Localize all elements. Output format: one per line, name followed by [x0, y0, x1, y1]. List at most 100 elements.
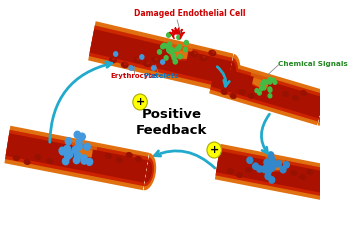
Polygon shape	[88, 21, 240, 93]
Ellipse shape	[202, 55, 206, 59]
Circle shape	[168, 42, 172, 46]
Circle shape	[247, 157, 253, 163]
Text: Platelets: Platelets	[143, 73, 179, 79]
Circle shape	[73, 157, 80, 164]
Circle shape	[81, 157, 87, 164]
Polygon shape	[90, 29, 236, 85]
Ellipse shape	[300, 90, 307, 96]
Circle shape	[268, 152, 274, 158]
Ellipse shape	[221, 89, 228, 95]
Circle shape	[268, 80, 272, 84]
Circle shape	[65, 138, 72, 145]
Circle shape	[79, 133, 85, 140]
Circle shape	[59, 147, 65, 154]
Polygon shape	[210, 62, 328, 122]
Circle shape	[262, 86, 266, 90]
Ellipse shape	[239, 89, 246, 95]
Circle shape	[170, 48, 173, 52]
Polygon shape	[4, 126, 156, 190]
Circle shape	[261, 82, 264, 86]
Circle shape	[269, 177, 275, 183]
Circle shape	[74, 131, 80, 138]
Ellipse shape	[109, 57, 117, 63]
Ellipse shape	[105, 153, 112, 159]
Text: Damaged Endothelial Cell: Damaged Endothelial Cell	[134, 10, 246, 18]
Text: +: +	[136, 97, 145, 107]
Circle shape	[262, 80, 266, 84]
Ellipse shape	[227, 168, 234, 174]
Circle shape	[269, 165, 275, 171]
Polygon shape	[216, 148, 332, 196]
Ellipse shape	[282, 91, 289, 97]
Ellipse shape	[230, 93, 237, 99]
Ellipse shape	[126, 152, 133, 158]
Text: Positive
Feedback: Positive Feedback	[136, 108, 207, 137]
Circle shape	[114, 52, 118, 56]
Polygon shape	[5, 130, 153, 186]
Circle shape	[184, 40, 188, 45]
Circle shape	[167, 48, 171, 52]
Circle shape	[158, 50, 161, 54]
Circle shape	[255, 89, 259, 93]
Text: +: +	[210, 145, 219, 155]
Circle shape	[257, 166, 262, 172]
Circle shape	[171, 48, 175, 52]
Polygon shape	[216, 151, 330, 193]
Ellipse shape	[135, 156, 142, 162]
Circle shape	[267, 160, 273, 166]
Circle shape	[268, 77, 272, 81]
Circle shape	[76, 139, 82, 146]
Circle shape	[65, 152, 71, 159]
Circle shape	[263, 165, 268, 172]
Polygon shape	[209, 59, 331, 126]
Circle shape	[163, 44, 167, 48]
Circle shape	[183, 47, 187, 52]
Circle shape	[64, 145, 70, 152]
Circle shape	[259, 87, 263, 90]
Circle shape	[276, 161, 281, 167]
Circle shape	[129, 66, 133, 70]
Circle shape	[176, 47, 179, 51]
Circle shape	[62, 158, 69, 165]
Polygon shape	[211, 66, 327, 119]
Ellipse shape	[245, 167, 252, 173]
Ellipse shape	[190, 51, 198, 57]
Ellipse shape	[292, 95, 299, 101]
Ellipse shape	[306, 169, 314, 175]
Ellipse shape	[290, 170, 297, 176]
Circle shape	[207, 142, 221, 158]
Circle shape	[177, 35, 181, 40]
Circle shape	[161, 44, 165, 49]
Circle shape	[267, 160, 272, 167]
Ellipse shape	[209, 50, 216, 56]
Polygon shape	[6, 133, 152, 183]
Circle shape	[75, 152, 81, 159]
Circle shape	[268, 88, 272, 92]
Circle shape	[84, 143, 90, 150]
Circle shape	[72, 146, 78, 153]
Polygon shape	[210, 62, 329, 122]
Ellipse shape	[152, 57, 159, 63]
Polygon shape	[89, 25, 237, 89]
Polygon shape	[216, 148, 331, 196]
Circle shape	[268, 164, 274, 171]
Circle shape	[262, 166, 267, 173]
Ellipse shape	[155, 57, 158, 60]
Circle shape	[59, 148, 66, 155]
Circle shape	[269, 156, 275, 162]
Ellipse shape	[112, 57, 116, 60]
Ellipse shape	[116, 157, 123, 163]
Circle shape	[161, 60, 165, 64]
Circle shape	[81, 155, 87, 162]
Circle shape	[172, 56, 176, 60]
Circle shape	[86, 158, 93, 165]
Ellipse shape	[121, 62, 129, 68]
Circle shape	[268, 87, 272, 91]
Ellipse shape	[299, 174, 306, 180]
Circle shape	[253, 163, 258, 169]
Ellipse shape	[46, 158, 53, 164]
Ellipse shape	[23, 159, 31, 165]
Circle shape	[273, 80, 277, 84]
Circle shape	[178, 54, 182, 59]
Text: Erythrocyte: Erythrocyte	[110, 73, 157, 79]
